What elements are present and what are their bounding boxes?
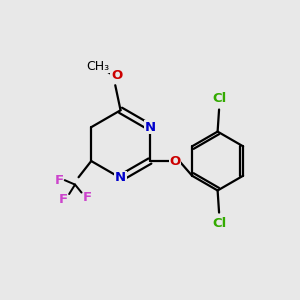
Text: N: N [115, 172, 126, 184]
Text: Cl: Cl [213, 92, 227, 105]
Text: F: F [59, 193, 68, 206]
Text: Cl: Cl [213, 217, 227, 230]
Text: O: O [169, 154, 181, 167]
Text: N: N [144, 121, 155, 134]
Text: F: F [82, 191, 92, 204]
Text: CH₃: CH₃ [86, 60, 109, 73]
Text: O: O [111, 69, 122, 82]
Text: F: F [54, 174, 63, 187]
